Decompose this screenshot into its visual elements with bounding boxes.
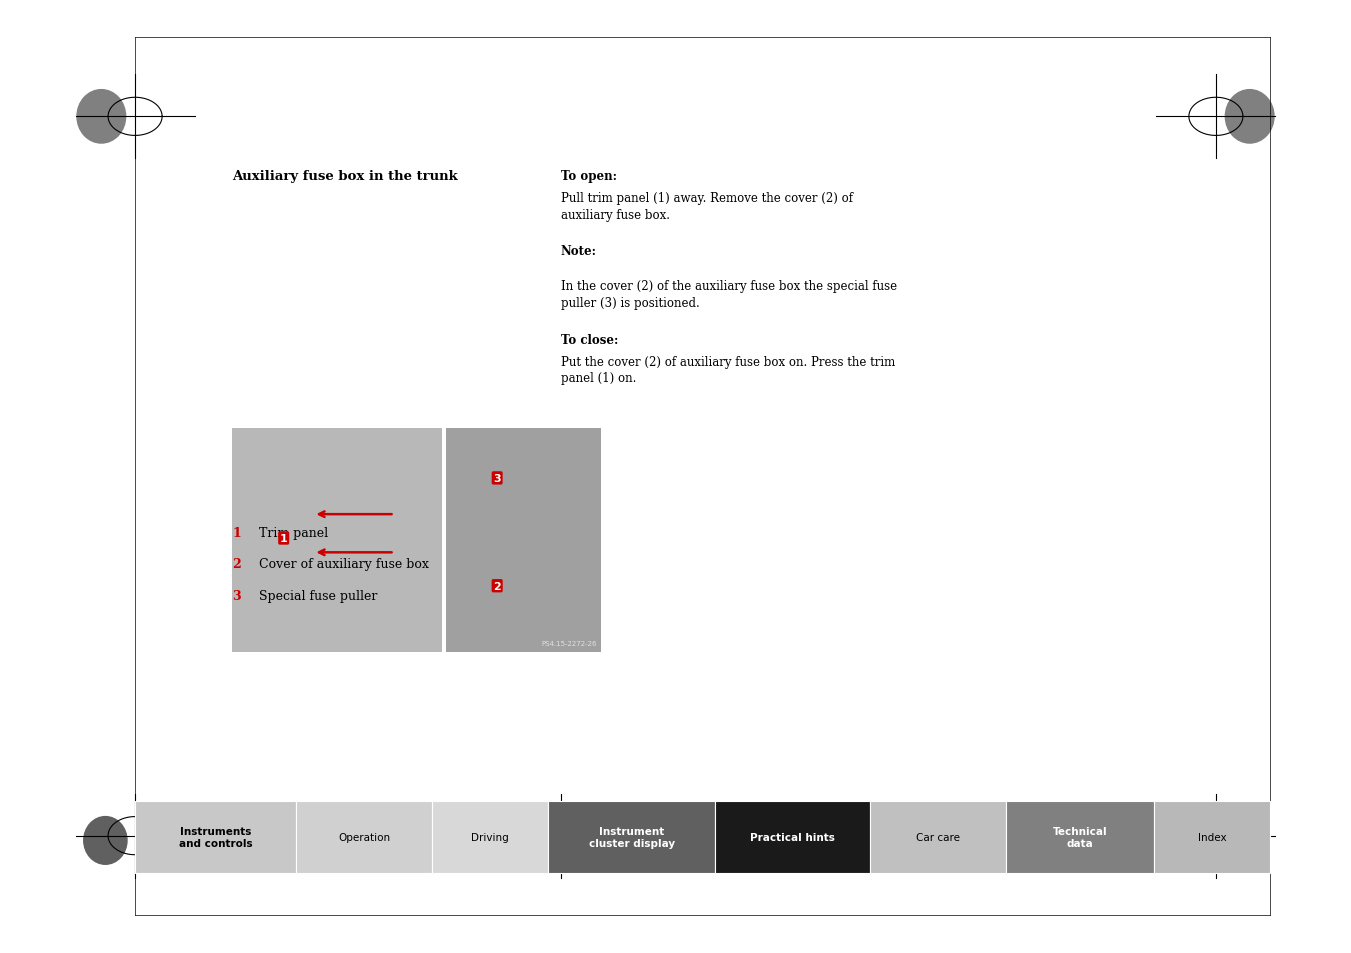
Bar: [296, 801, 432, 873]
Bar: [716, 801, 870, 873]
Text: Driving: Driving: [471, 832, 508, 842]
Bar: [432, 801, 547, 873]
Text: Operation: Operation: [338, 832, 390, 842]
Text: Trim panel: Trim panel: [259, 526, 328, 539]
Text: Index: Index: [1197, 832, 1227, 842]
Bar: [446, 429, 601, 653]
Text: Technical
data: Technical data: [1052, 826, 1106, 848]
Bar: [1005, 801, 1154, 873]
Text: Note:: Note:: [561, 245, 597, 258]
Text: Instrument
cluster display: Instrument cluster display: [589, 826, 674, 848]
Bar: [135, 801, 296, 873]
Text: Instruments
and controls: Instruments and controls: [178, 826, 253, 848]
Text: Put the cover (2) of auxiliary fuse box on. Press the trim
panel (1) on.: Put the cover (2) of auxiliary fuse box …: [561, 355, 894, 385]
Text: 1: 1: [232, 526, 240, 539]
Text: Pull trim panel (1) away. Remove the cover (2) of
auxiliary fuse box.: Pull trim panel (1) away. Remove the cov…: [561, 192, 852, 221]
Bar: [1154, 801, 1270, 873]
Ellipse shape: [1224, 817, 1267, 864]
Text: Cover of auxiliary fuse box: Cover of auxiliary fuse box: [259, 558, 430, 571]
Text: Auxiliary fuse box in the trunk: Auxiliary fuse box in the trunk: [232, 170, 458, 183]
Text: 317: 317: [561, 830, 593, 843]
Bar: [870, 801, 1005, 873]
Text: In the cover (2) of the auxiliary fuse box the special fuse
puller (3) is positi: In the cover (2) of the auxiliary fuse b…: [561, 280, 897, 310]
Text: 2: 2: [493, 581, 501, 591]
Text: PS4.15-2272-26: PS4.15-2272-26: [542, 640, 597, 646]
Text: 2: 2: [232, 558, 240, 571]
Bar: [232, 429, 442, 653]
Ellipse shape: [77, 91, 126, 144]
Text: To close:: To close:: [561, 334, 617, 346]
Text: Practical hints: Practical hints: [750, 832, 835, 842]
Text: 3: 3: [232, 589, 240, 602]
Text: 1: 1: [280, 534, 288, 543]
Ellipse shape: [84, 817, 127, 864]
Text: 3: 3: [493, 474, 501, 483]
Text: To open:: To open:: [561, 170, 616, 183]
Text: Fuses: Fuses: [170, 830, 205, 843]
Bar: [547, 801, 716, 873]
Text: Car care: Car care: [916, 832, 959, 842]
Ellipse shape: [1225, 91, 1274, 144]
Text: Special fuse puller: Special fuse puller: [259, 589, 378, 602]
